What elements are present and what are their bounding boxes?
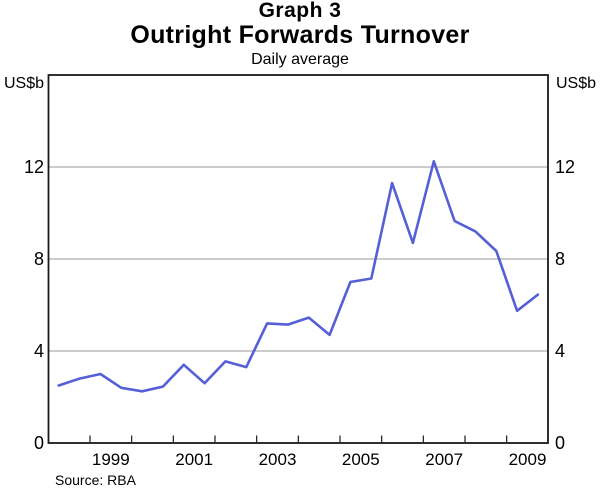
turnover-line xyxy=(57,160,540,393)
x-tick-label-2007: 2007 xyxy=(425,450,464,469)
y-axis-unit-right: US$b xyxy=(556,75,597,92)
x-tick-label-2001: 2001 xyxy=(175,450,214,469)
x-tick-label-1999: 1999 xyxy=(91,450,130,469)
y-tick-label-right-0: 0 xyxy=(555,433,566,453)
y-tick-label-left-0: 0 xyxy=(33,433,44,453)
y-tick-label-right-12: 12 xyxy=(555,157,576,177)
y-axis-unit-left: US$b xyxy=(3,75,44,92)
graph-title: Outright Forwards Turnover xyxy=(130,21,470,49)
graph-subtitle: Daily average xyxy=(251,51,349,68)
title-block: Graph 3 Outright Forwards Turnover Daily… xyxy=(0,0,600,69)
y-tick-label-left-8: 8 xyxy=(33,249,44,269)
y-tick-label-left-4: 4 xyxy=(33,341,44,361)
source-note: Source: RBA xyxy=(55,472,136,488)
y-tick-label-left-12: 12 xyxy=(23,157,44,177)
plot-frame xyxy=(47,74,549,444)
x-tick-label-2005: 2005 xyxy=(341,450,380,469)
x-tick-label-2003: 2003 xyxy=(258,450,297,469)
x-tick-label-2009: 2009 xyxy=(508,450,547,469)
y-tick-label-right-8: 8 xyxy=(555,249,566,269)
graph-number-label: Graph 3 xyxy=(258,0,342,22)
y-tick-label-right-4: 4 xyxy=(555,341,566,361)
